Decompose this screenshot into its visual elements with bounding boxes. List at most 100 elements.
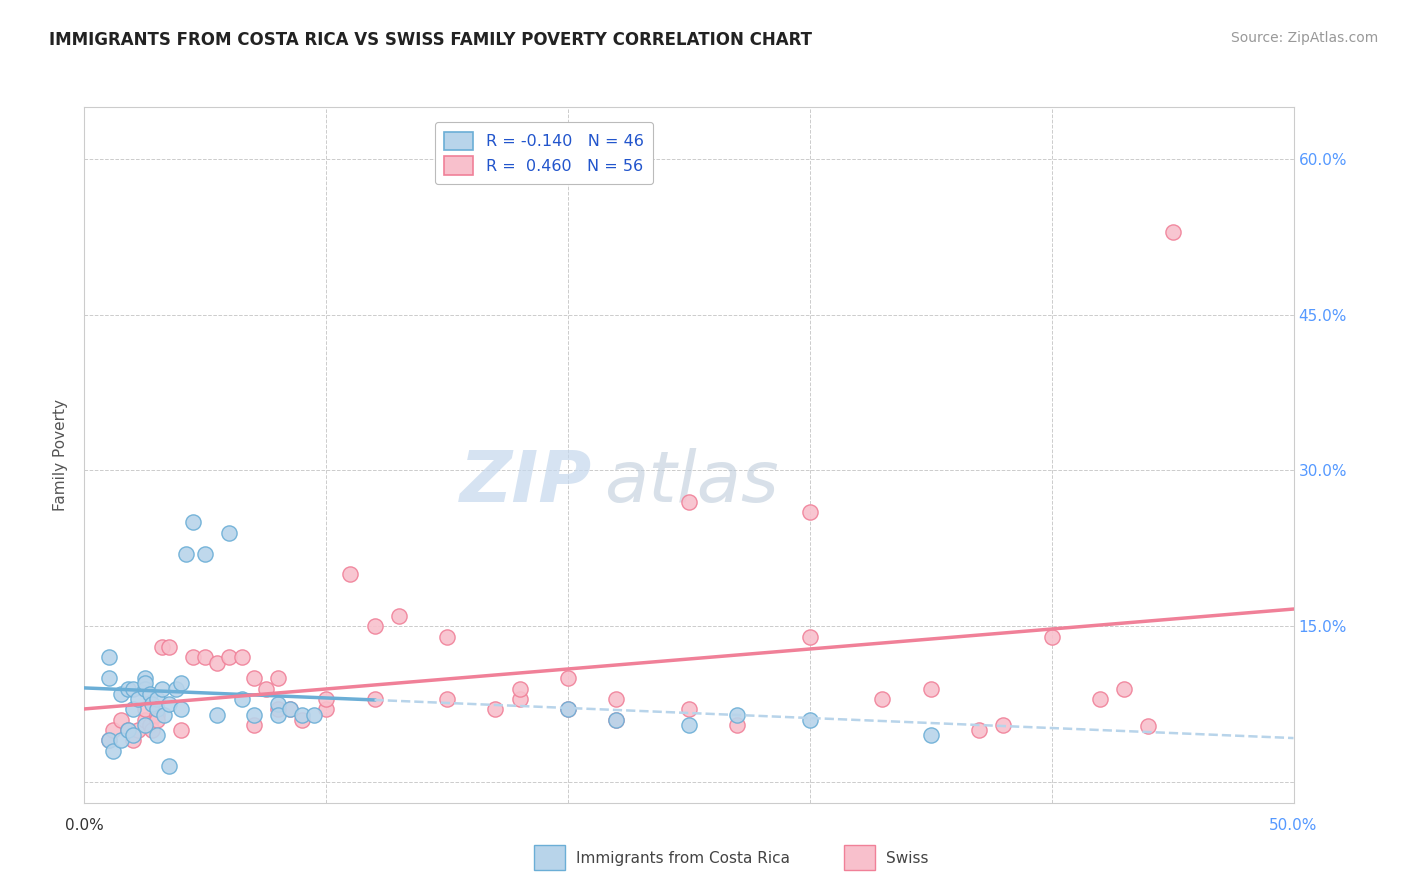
Point <box>117 723 139 738</box>
Point <box>146 707 169 722</box>
Point <box>157 640 180 654</box>
Point <box>315 702 337 716</box>
Point <box>121 681 143 696</box>
Point <box>170 723 193 738</box>
Point <box>799 505 821 519</box>
Point <box>134 671 156 685</box>
Point <box>339 567 361 582</box>
Point <box>363 692 385 706</box>
Point <box>363 619 385 633</box>
Point <box>725 707 748 722</box>
Point <box>725 718 748 732</box>
Point <box>138 687 160 701</box>
Point <box>605 713 627 727</box>
Point <box>97 733 120 747</box>
Point <box>872 692 894 706</box>
Point <box>97 733 120 747</box>
Point <box>117 681 139 696</box>
Point <box>121 728 143 742</box>
Point <box>134 718 156 732</box>
Point <box>170 702 193 716</box>
Point <box>436 630 458 644</box>
Point <box>509 692 531 706</box>
Point <box>153 707 176 722</box>
Point <box>181 516 204 530</box>
Point <box>605 692 627 706</box>
Point <box>557 702 579 716</box>
Point <box>388 608 411 623</box>
Point <box>1040 630 1063 644</box>
Point <box>157 759 180 773</box>
Point <box>121 733 143 747</box>
Point <box>134 681 156 696</box>
Point <box>146 713 169 727</box>
Text: Source: ZipAtlas.com: Source: ZipAtlas.com <box>1230 31 1378 45</box>
Point <box>165 681 187 696</box>
Point <box>174 547 197 561</box>
Point <box>557 671 579 685</box>
Point <box>678 702 700 716</box>
Point <box>1161 225 1184 239</box>
Point <box>134 713 156 727</box>
Point <box>207 656 229 670</box>
Point <box>110 713 132 727</box>
Point <box>138 718 160 732</box>
Text: Immigrants from Costa Rica: Immigrants from Costa Rica <box>576 851 790 865</box>
Point <box>1088 692 1111 706</box>
FancyBboxPatch shape <box>534 845 565 870</box>
Point <box>242 718 264 732</box>
Point <box>103 723 125 738</box>
Point <box>1114 681 1136 696</box>
Point <box>1137 719 1160 733</box>
Point <box>194 547 217 561</box>
Point <box>127 692 149 706</box>
Point <box>799 713 821 727</box>
Point <box>509 681 531 696</box>
Point <box>97 650 120 665</box>
Point <box>436 692 458 706</box>
Point <box>920 681 942 696</box>
Point <box>967 723 990 738</box>
Point <box>242 671 264 685</box>
Text: ZIP: ZIP <box>460 449 592 517</box>
Point <box>231 650 253 665</box>
Point <box>278 702 301 716</box>
Point <box>267 697 290 711</box>
Point <box>110 733 132 747</box>
Point <box>146 728 169 742</box>
Point <box>194 650 217 665</box>
Point <box>302 707 325 722</box>
Point <box>678 494 700 508</box>
Point <box>218 525 240 540</box>
Point <box>157 697 180 711</box>
Point <box>267 671 290 685</box>
Point <box>121 702 143 716</box>
Point <box>207 707 229 722</box>
Point <box>134 702 156 716</box>
Point <box>110 687 132 701</box>
Point <box>141 723 163 738</box>
Text: IMMIGRANTS FROM COSTA RICA VS SWISS FAMILY POVERTY CORRELATION CHART: IMMIGRANTS FROM COSTA RICA VS SWISS FAMI… <box>49 31 813 49</box>
Point <box>605 713 627 727</box>
Point <box>141 697 163 711</box>
Point <box>150 681 173 696</box>
Y-axis label: Family Poverty: Family Poverty <box>53 399 69 511</box>
Point <box>799 630 821 644</box>
Point <box>181 650 204 665</box>
Point <box>254 681 277 696</box>
Point <box>993 718 1015 732</box>
Text: 0.0%: 0.0% <box>65 818 104 833</box>
Point <box>134 676 156 690</box>
Point <box>920 728 942 742</box>
Point <box>242 707 264 722</box>
Point <box>231 692 253 706</box>
Point <box>150 640 173 654</box>
Point <box>267 702 290 716</box>
Point <box>97 671 120 685</box>
Point <box>117 723 139 738</box>
Point <box>218 650 240 665</box>
Point <box>557 702 579 716</box>
Point <box>291 713 314 727</box>
Legend: R = -0.140   N = 46, R =  0.460   N = 56: R = -0.140 N = 46, R = 0.460 N = 56 <box>434 122 654 185</box>
Text: 50.0%: 50.0% <box>1270 818 1317 833</box>
